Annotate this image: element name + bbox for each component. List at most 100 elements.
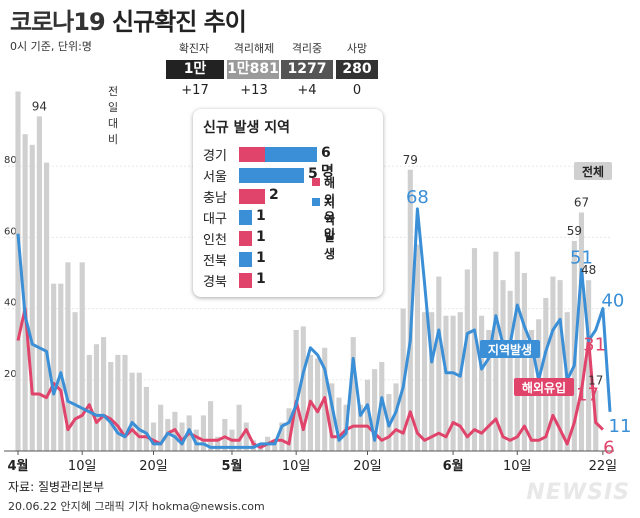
- total-bar: [500, 280, 506, 451]
- data-label: 68: [406, 187, 429, 208]
- inset-value: 2: [269, 187, 279, 203]
- summary-value: 280: [336, 60, 378, 79]
- total-bar: [486, 329, 492, 451]
- total-bar: [250, 440, 256, 451]
- summary-row-label: 전일대비: [108, 85, 119, 146]
- total-bar: [208, 401, 214, 451]
- region-inset: 신규 발생 지역 경기 6명 서울 5 충남 2 대구 1 인천 1 전북 1 경북 1: [193, 109, 383, 297]
- total-bar: [350, 337, 356, 451]
- series-label-local: 지역발생: [488, 342, 532, 357]
- total-bar: [143, 386, 149, 451]
- subtitle: 0시 기준, 단위:명: [10, 40, 92, 53]
- total-bar: [364, 379, 371, 451]
- x-tick-label: 20일: [353, 459, 382, 474]
- total-bar: [72, 312, 78, 451]
- legend-label: 지역발생: [324, 196, 336, 261]
- total-bar: [272, 440, 278, 451]
- inset-value: 1: [256, 229, 266, 245]
- total-bar: [279, 422, 285, 451]
- total-bar: [586, 280, 592, 451]
- inset-region-label: 경기: [203, 149, 227, 164]
- total-bar: [436, 276, 442, 451]
- total-bar: [193, 429, 199, 451]
- inset-bar-overseas: [239, 147, 265, 162]
- data-label: 51: [570, 247, 593, 268]
- summary-change: 0: [352, 83, 362, 98]
- total-bar: [179, 422, 185, 451]
- total-bar: [22, 134, 28, 451]
- inset-title: 신규 발생 지역: [203, 120, 291, 136]
- summary-value: 1만881: [227, 60, 279, 79]
- total-bar: [200, 415, 207, 451]
- summary-value: 1만2438: [166, 60, 224, 96]
- total-bar: [457, 312, 463, 451]
- total-bar: [578, 212, 585, 451]
- total-bar: [407, 169, 413, 451]
- total-bar: [29, 144, 35, 451]
- x-tick-label: 22일: [589, 459, 618, 474]
- series-label-overseas-box: [514, 378, 574, 396]
- series-label-total-box: [574, 162, 612, 180]
- inset-bar-local: [265, 147, 317, 162]
- inset-region-label: 경북: [203, 275, 227, 290]
- total-bar: [293, 329, 299, 451]
- total-bar: [357, 404, 363, 451]
- total-bar: [101, 337, 107, 451]
- total-bar: [314, 358, 321, 451]
- total-bar: [215, 436, 221, 451]
- local-line: [16, 207, 612, 449]
- total-bar: [286, 408, 292, 451]
- total-bar: [443, 315, 449, 451]
- total-bar: [43, 162, 50, 451]
- inset-region-label: 충남: [203, 191, 227, 206]
- inset-bar-overseas: [239, 231, 252, 246]
- x-tick-label: 20일: [139, 459, 168, 474]
- summary-header: 격리해제: [233, 42, 275, 55]
- legend-swatch: [312, 198, 320, 206]
- total-bar: [543, 297, 549, 451]
- data-label: 17: [576, 384, 599, 405]
- total-bar: [243, 422, 249, 451]
- total-bar: [158, 404, 164, 451]
- total-bar: [429, 312, 435, 451]
- series-label-overseas: 해외유입: [522, 380, 566, 395]
- x-tick-label: 10일: [282, 459, 311, 474]
- data-label: 67: [574, 195, 589, 209]
- total-bar: [51, 283, 57, 451]
- inset-value: 1: [256, 271, 266, 287]
- total-bar: [15, 91, 21, 451]
- inset-bar-overseas: [239, 273, 252, 288]
- inset-value: 1: [256, 208, 266, 224]
- summary-header: 격리중: [291, 42, 323, 55]
- data-label: 31: [583, 335, 606, 356]
- x-tick-label: 5월: [221, 458, 242, 474]
- data-label: 17: [588, 373, 603, 387]
- data-label: 6: [603, 438, 614, 459]
- inset-region-label: 서울: [203, 170, 227, 185]
- title-part2: 신규확진 추이: [112, 8, 247, 36]
- y-tick-label: 20: [4, 369, 17, 380]
- legend-label: 해외유입: [324, 176, 336, 241]
- total-bar: [521, 273, 527, 451]
- total-bar: [550, 276, 556, 451]
- data-label: 40: [601, 291, 624, 312]
- total-bar: [414, 244, 420, 451]
- total-bar: [507, 290, 513, 451]
- total-bar: [464, 269, 470, 451]
- total-bar: [393, 383, 399, 451]
- inset-bar-local: [239, 252, 252, 267]
- credit-note: 20.06.22 안지혜 그래픽 기자 hokma@newsis.com: [8, 500, 265, 513]
- total-bar: [58, 283, 64, 451]
- summary-value: 1277: [281, 60, 333, 79]
- inset-value: 6명: [321, 145, 334, 180]
- inset-region-label: 대구: [203, 212, 227, 227]
- summary-header: 사망: [346, 42, 368, 55]
- source-note: 자료: 질병관리본부: [8, 480, 105, 494]
- summary-header: 확진자: [178, 42, 210, 55]
- total-bar: [150, 422, 157, 451]
- total-bar: [36, 116, 42, 452]
- data-label: 11: [609, 416, 632, 437]
- summary-change: +17: [181, 83, 209, 98]
- total-bar: [108, 362, 114, 451]
- total-bar: [336, 397, 342, 451]
